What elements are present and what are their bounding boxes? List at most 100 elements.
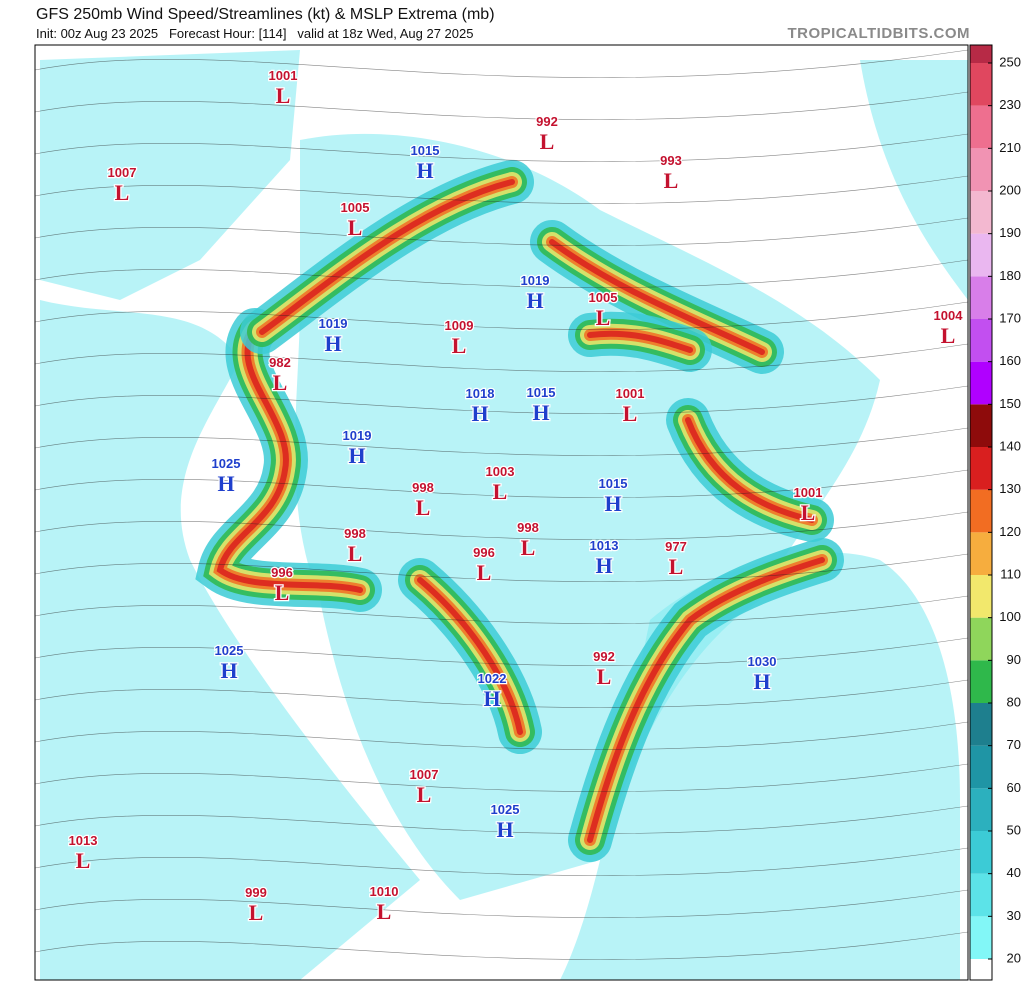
- pressure-type: L: [493, 479, 508, 504]
- colorbar-band: [970, 916, 992, 959]
- pressure-type: L: [521, 535, 536, 560]
- pressure-type: L: [115, 180, 130, 205]
- colorbar-label: 170: [999, 310, 1021, 325]
- pressure-value: 1001: [794, 485, 823, 500]
- pressure-type: H: [604, 491, 621, 516]
- pressure-value: 1015: [599, 476, 628, 491]
- pressure-value: 977: [665, 539, 687, 554]
- jet-stream: [587, 330, 693, 353]
- colorbar-band: [970, 745, 992, 789]
- pressure-value: 1025: [212, 456, 241, 471]
- colorbar-band: [970, 319, 992, 362]
- streamline: [35, 847, 968, 876]
- pressure-value: 1025: [491, 802, 520, 817]
- pressure-type: L: [417, 782, 432, 807]
- pressure-value: 999: [245, 885, 267, 900]
- colorbar: 20 30 40 50 60 70 80 90 100 110 120 130 140 150 160 170…: [969, 44, 1021, 981]
- pressure-type: L: [273, 370, 288, 395]
- streamlines: [35, 49, 968, 960]
- pressure-value: 996: [271, 565, 293, 580]
- jet-stream: [259, 179, 515, 335]
- colorbar-label: 200: [999, 182, 1021, 197]
- streamline: [35, 721, 968, 750]
- colorbar-label: 90: [1007, 652, 1021, 667]
- colorbar-band: [970, 788, 992, 831]
- pressure-value: 1004: [934, 308, 964, 323]
- pressure-type: L: [801, 500, 816, 525]
- pressure-value: 996: [473, 545, 495, 560]
- map-subtitle: Init: 00z Aug 23 2025 Forecast Hour: [11…: [36, 26, 473, 41]
- colorbar-band: [970, 831, 992, 874]
- colorbar-label: 250: [999, 54, 1021, 69]
- colorbar-bottom: [970, 959, 992, 980]
- colorbar-band: [970, 489, 992, 533]
- colorbar-band: [970, 447, 992, 490]
- pressure-value: 1019: [319, 316, 348, 331]
- pressure-type: H: [526, 288, 543, 313]
- colorbar-label: 110: [1000, 566, 1021, 581]
- streamline: [35, 91, 968, 120]
- pressure-type: H: [348, 443, 365, 468]
- streamline: [35, 805, 968, 834]
- pressure-value: 1013: [590, 538, 619, 553]
- pressure-value: 1022: [478, 671, 507, 686]
- streamline: [35, 553, 968, 582]
- colorbar-label: 160: [999, 353, 1021, 368]
- pressure-type: L: [477, 560, 492, 585]
- streamline: [35, 931, 968, 960]
- colorbar-band: [970, 276, 992, 319]
- pressure-type: L: [623, 401, 638, 426]
- pressure-type: H: [220, 658, 237, 683]
- colorbar-band: [970, 45, 992, 63]
- pressure-type: H: [483, 686, 500, 711]
- colorbar-band: [970, 617, 992, 661]
- pressure-type: L: [596, 305, 611, 330]
- colorbar-band: [970, 404, 992, 447]
- colorbar-label: 20: [1007, 950, 1021, 965]
- colorbar-label: 40: [1007, 865, 1021, 880]
- streamline: [35, 175, 968, 204]
- colorbar-band: [970, 361, 992, 405]
- pressure-value: 1005: [589, 290, 618, 305]
- pressure-value: 992: [593, 649, 615, 664]
- pressure-value: 1001: [616, 386, 645, 401]
- colorbar-band: [970, 703, 992, 746]
- jet-stream: [216, 327, 363, 593]
- colorbar-label: 80: [1007, 694, 1021, 709]
- jet-stream: [587, 557, 825, 843]
- pressure-type: L: [597, 664, 612, 689]
- pressure-value: 1019: [521, 273, 550, 288]
- colorbar-band: [970, 148, 992, 191]
- colorbar-label: 130: [999, 481, 1021, 496]
- wind-shade: [40, 300, 420, 980]
- streamline: [35, 343, 968, 372]
- colorbar-label: 150: [999, 396, 1021, 411]
- jet-stream: [417, 577, 523, 735]
- pressure-value: 1015: [527, 385, 556, 400]
- map-title: GFS 250mb Wind Speed/Streamlines (kt) & …: [36, 6, 495, 23]
